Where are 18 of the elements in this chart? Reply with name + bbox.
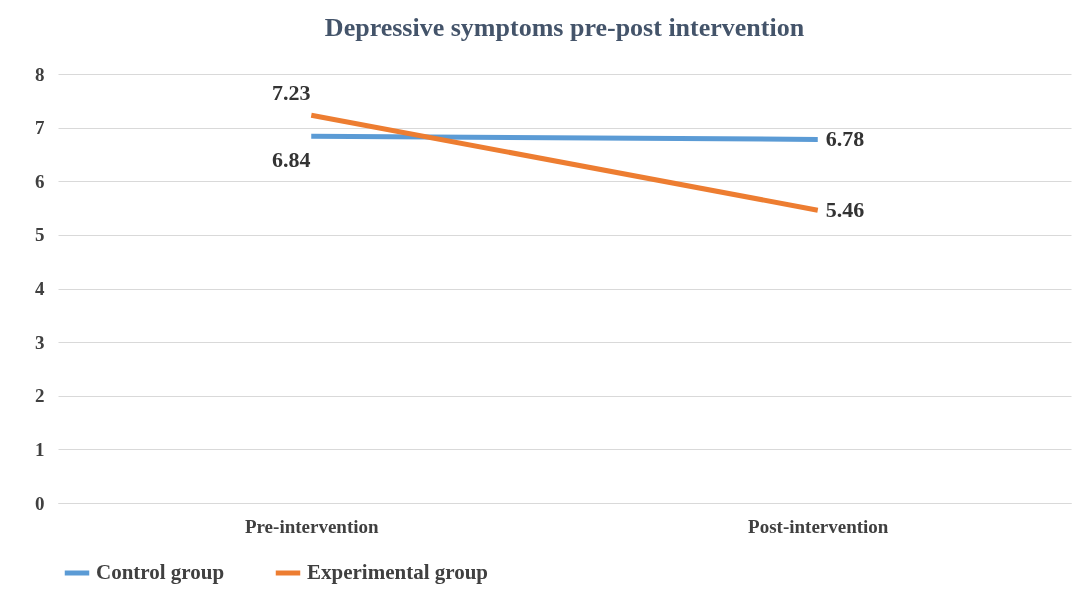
y-tick-label: 7 [35, 117, 45, 139]
y-tick-label: 6 [35, 170, 45, 192]
data-label: 7.23 [272, 80, 311, 106]
y-tick-label: 1 [35, 438, 45, 460]
legend-label: Experimental group [307, 560, 489, 584]
y-tick-label: 5 [35, 224, 45, 246]
y-tick-label: 8 [35, 63, 45, 85]
chart-title: Depressive symptoms pre-post intervention [324, 13, 805, 42]
data-label: 6.78 [825, 126, 865, 152]
data-label: 6.84 [272, 147, 311, 173]
x-tick-label: Pre-intervention [244, 515, 380, 537]
x-tick-label: Post-intervention [748, 515, 889, 537]
y-tick-label: 4 [35, 278, 45, 299]
data-label: 5.46 [825, 197, 865, 223]
y-tick-label: 0 [35, 492, 45, 514]
y-tick-label: 2 [35, 385, 45, 407]
y-tick-label: 3 [35, 331, 45, 353]
legend-label: Control group [96, 560, 225, 584]
